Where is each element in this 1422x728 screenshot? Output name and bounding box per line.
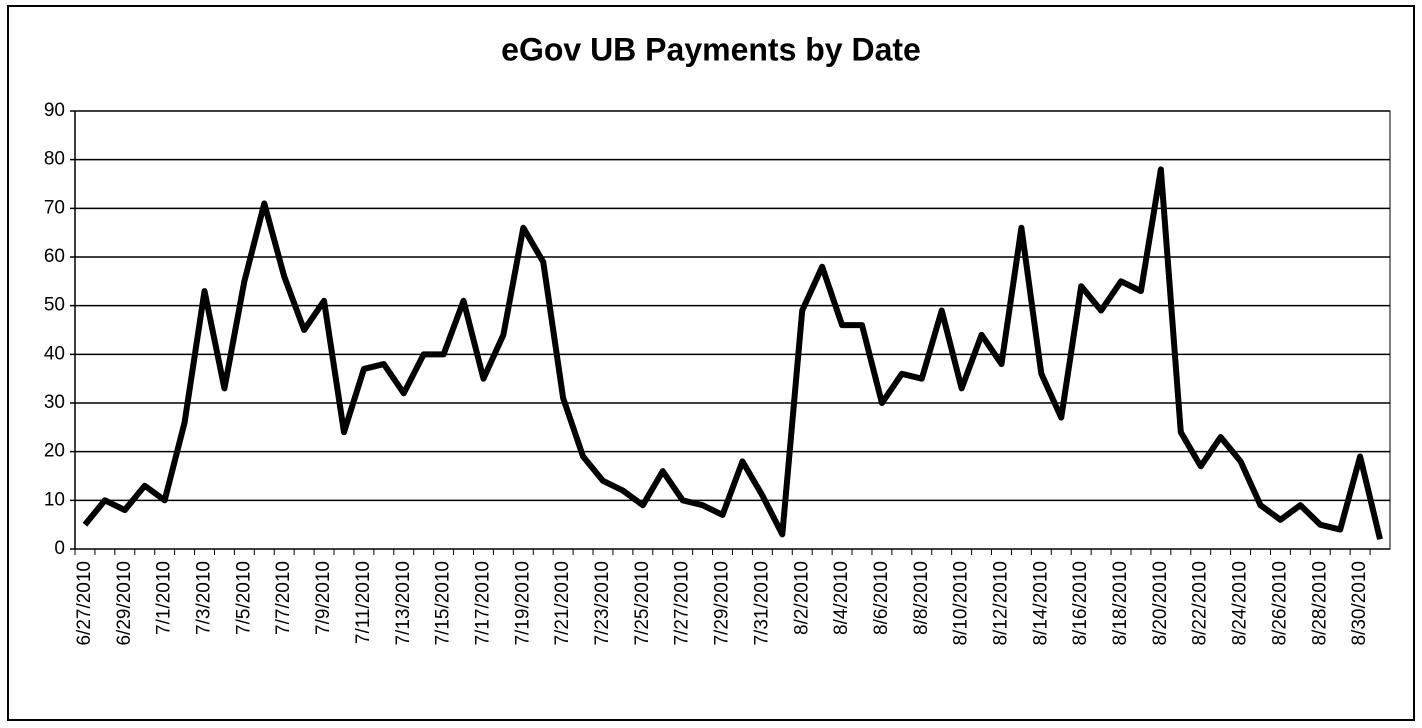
x-tick-label: 7/5/2010 xyxy=(233,561,254,635)
x-tick-label: 7/21/2010 xyxy=(552,561,573,646)
y-tick-label: 40 xyxy=(44,343,65,364)
x-tick-label: 7/25/2010 xyxy=(632,561,653,646)
y-tick-label: 0 xyxy=(54,538,65,559)
x-tick-label: 7/13/2010 xyxy=(393,561,414,646)
x-tick-label: 8/18/2010 xyxy=(1110,561,1131,646)
x-tick-label: 8/8/2010 xyxy=(911,561,932,635)
x-tick-label: 7/27/2010 xyxy=(672,561,693,646)
x-tick-label: 8/22/2010 xyxy=(1190,561,1211,646)
x-tick-label: 7/1/2010 xyxy=(154,561,175,635)
x-tick-label: 7/11/2010 xyxy=(353,561,374,644)
y-tick-label: 60 xyxy=(44,246,65,267)
chart-title: eGov UB Payments by Date xyxy=(501,31,921,67)
y-tick-label: 50 xyxy=(44,295,65,316)
data-line xyxy=(82,166,1383,540)
x-tick-label: 7/31/2010 xyxy=(751,561,772,646)
x-tick-label: 8/14/2010 xyxy=(1030,561,1051,646)
y-tick-label: 90 xyxy=(44,100,65,121)
x-tick-label: 8/6/2010 xyxy=(871,561,892,635)
x-tick-label: 8/26/2010 xyxy=(1269,561,1290,646)
y-tick-label: 30 xyxy=(44,392,65,413)
y-tick-label: 10 xyxy=(44,489,65,510)
x-tick-label: 6/27/2010 xyxy=(74,561,95,646)
x-tick-label: 7/3/2010 xyxy=(194,561,215,635)
y-tick-label: 70 xyxy=(44,197,65,218)
x-tick-label: 8/16/2010 xyxy=(1070,561,1091,646)
x-tick-label: 7/15/2010 xyxy=(433,561,454,646)
x-tick-label: 8/20/2010 xyxy=(1150,561,1171,646)
x-tick-label: 6/29/2010 xyxy=(114,561,135,646)
x-tick-label: 7/7/2010 xyxy=(273,561,294,635)
y-tick-label: 20 xyxy=(44,441,65,462)
x-tick-label: 7/9/2010 xyxy=(313,561,334,635)
x-tick-label: 8/2/2010 xyxy=(791,561,812,635)
x-tick-label: 7/23/2010 xyxy=(592,561,613,646)
x-tick-label: 8/30/2010 xyxy=(1349,561,1370,646)
x-tick-label: 7/19/2010 xyxy=(512,561,533,646)
x-tick-label: 8/10/2010 xyxy=(951,561,972,646)
x-tick-label: 7/29/2010 xyxy=(712,561,733,646)
x-tick-label: 8/12/2010 xyxy=(990,561,1011,646)
x-tick-label: 8/4/2010 xyxy=(831,561,852,635)
x-tick-label: 8/24/2010 xyxy=(1230,561,1251,646)
x-tick-label: 8/28/2010 xyxy=(1309,561,1330,646)
x-tick-label: 7/17/2010 xyxy=(472,561,493,646)
y-tick-label: 80 xyxy=(44,149,65,170)
